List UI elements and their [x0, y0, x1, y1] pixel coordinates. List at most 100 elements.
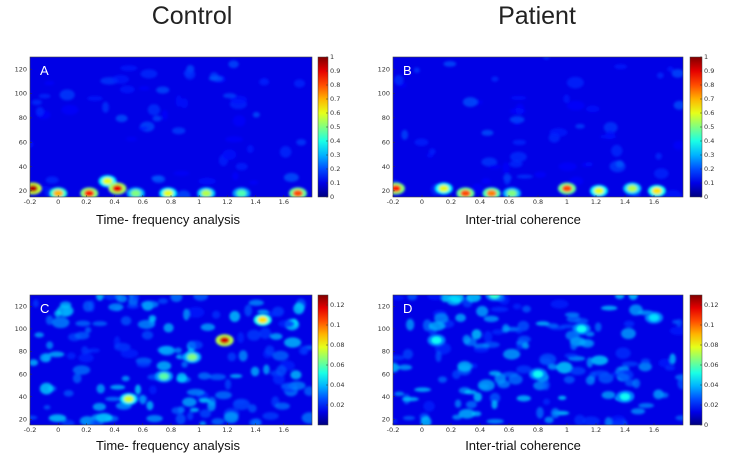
y-tick-label: 60 [382, 138, 390, 146]
hotspot [460, 189, 471, 197]
y-tick-label: 80 [382, 114, 390, 122]
caption-b: Inter-trial coherence [465, 212, 581, 227]
x-tick-label: 1.4 [250, 426, 260, 434]
x-tick-label: -0.2 [387, 198, 400, 206]
x-tick-label: 0.4 [475, 198, 485, 206]
y-tick-label: 120 [15, 65, 27, 73]
hotspot [130, 189, 141, 197]
colorbar-tick-label: 0.12 [330, 301, 344, 309]
colorbar-tick-label: 0.9 [704, 67, 714, 75]
y-tick-label: 20 [382, 187, 390, 195]
panel-a: A -0.2 0 0.2 0.4 0.6 0.8 1 1.2 1.4 1.6 20 40 60 80 100 1… [15, 53, 341, 206]
y-tick-label: 120 [378, 303, 390, 311]
hotspot [562, 184, 572, 192]
x-tick-label: 0.6 [504, 198, 514, 206]
hotspot [236, 189, 247, 197]
colorbar-tick-label: 0.4 [704, 137, 714, 145]
column-title-control: Control [151, 2, 233, 30]
colorbar-tick-label: 0.02 [704, 401, 718, 409]
hotspot [438, 184, 449, 192]
panel-d: D -0.2 0 0.2 0.4 0.6 0.8 1 1.2 1.4 1.6 20 40 60 80 100 1… [378, 294, 718, 434]
hotspot [158, 372, 169, 380]
hotspot [620, 393, 630, 401]
panel-c: C -0.2 0 0.2 0.4 0.6 0.8 1 1.2 1.4 1.6 20 40 60 80 100 1… [15, 294, 344, 434]
y-tick-label: 100 [378, 325, 390, 333]
heatmap-noise [30, 60, 307, 197]
y-tick-label: 100 [15, 325, 27, 333]
hotspot [30, 184, 38, 192]
x-tick-label: -0.2 [24, 198, 37, 206]
x-tick-label: 1.4 [250, 198, 260, 206]
x-tick-label: 1.6 [649, 198, 659, 206]
x-tick-label: 0.4 [475, 426, 485, 434]
x-tick-label: 1.6 [279, 426, 289, 434]
y-tick-label: 120 [378, 65, 390, 73]
hotspot [219, 336, 230, 344]
colorbar-tick-label: 0.8 [330, 81, 340, 89]
column-title-patient: Patient [498, 2, 576, 30]
x-tick-label: 1.6 [279, 198, 289, 206]
x-tick-label: 0.8 [166, 198, 176, 206]
colorbar-tick-label: 0.06 [704, 361, 718, 369]
colorbar [317, 294, 329, 426]
hotspot [489, 295, 500, 299]
x-tick-label: 0.2 [81, 426, 91, 434]
colorbar-tick-label: 0.2 [704, 165, 714, 173]
hotspot [593, 187, 604, 195]
colorbar-tick-label: 0.7 [330, 95, 340, 103]
colorbar [689, 294, 703, 426]
caption-d: Inter-trial coherence [465, 438, 581, 453]
colorbar-tick-label: 0.5 [330, 123, 340, 131]
heatmap-noise [393, 295, 683, 425]
y-tick-label: 60 [19, 370, 27, 378]
colorbar-tick-label: 0.1 [330, 179, 340, 187]
colorbar-tick-label: 0.7 [704, 95, 714, 103]
colorbar-tick-label: 0.1 [704, 321, 714, 329]
y-tick-label: 20 [19, 187, 27, 195]
x-tick-label: 0.6 [504, 426, 514, 434]
x-tick-label: 0.2 [446, 426, 456, 434]
y-tick-label: 120 [15, 303, 27, 311]
x-tick-label: 0 [56, 198, 60, 206]
y-tick-label: 100 [15, 90, 27, 98]
hotspot [201, 189, 212, 197]
hotspot [431, 336, 442, 344]
x-tick-label: 1.2 [222, 426, 232, 434]
x-tick-label: 0.2 [81, 198, 91, 206]
hotspot [102, 177, 113, 185]
x-tick-label: 1.4 [620, 426, 630, 434]
panel-letter: A [40, 63, 49, 78]
panel-letter: D [403, 301, 412, 316]
caption-c: Time- frequency analysis [95, 438, 240, 453]
x-tick-label: 0 [420, 198, 424, 206]
colorbar-tick-label: 0.04 [704, 381, 718, 389]
hotspot [292, 189, 303, 197]
x-tick-label: 1.2 [591, 198, 601, 206]
x-tick-label: 1.2 [591, 426, 601, 434]
colorbar-tick-label: 0.1 [330, 321, 340, 329]
panel-letter: B [403, 63, 412, 78]
hotspot [187, 353, 198, 361]
colorbar-tick-label: 0.5 [704, 123, 714, 131]
x-tick-label: 0.4 [109, 426, 119, 434]
colorbar-tick-label: 0.4 [330, 137, 340, 145]
colorbar-tick-label: 0.06 [330, 361, 344, 369]
x-tick-label: 0.8 [533, 426, 543, 434]
colorbar-tick-label: 0 [704, 193, 708, 201]
colorbar-tick-label: 0 [704, 421, 708, 429]
x-tick-label: 1 [565, 426, 569, 434]
hotspot [53, 189, 64, 197]
y-tick-label: 80 [19, 114, 27, 122]
y-tick-label: 80 [382, 348, 390, 356]
x-tick-label: -0.2 [24, 426, 37, 434]
hotspot [627, 184, 638, 192]
x-tick-label: 1 [197, 198, 201, 206]
x-tick-label: 1 [197, 426, 201, 434]
x-tick-label: 1 [565, 198, 569, 206]
x-tick-label: 0 [420, 426, 424, 434]
colorbar-tick-label: 0.8 [704, 81, 714, 89]
x-tick-label: 1.2 [222, 198, 232, 206]
hotspot [576, 325, 587, 333]
hotspot [84, 189, 95, 197]
